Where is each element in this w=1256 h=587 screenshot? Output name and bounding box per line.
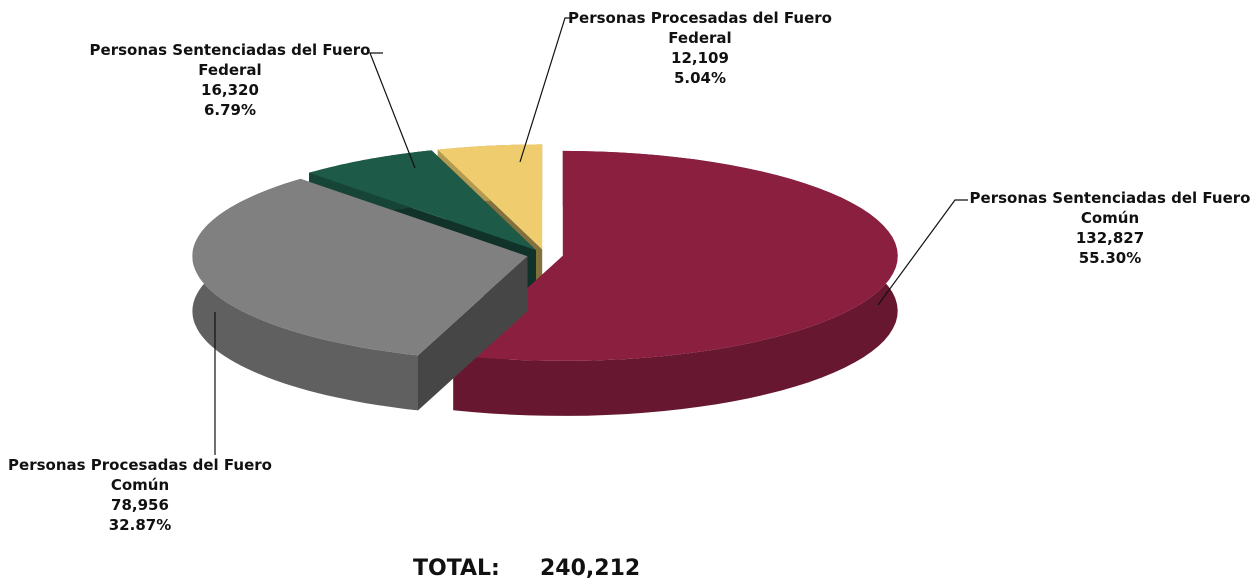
value-label: 78,956: [111, 496, 169, 514]
percentage-label: 32.87%: [108, 516, 172, 534]
slice-label: Personas Procesadas del Fuero Común 78,95…: [0, 455, 285, 535]
slice-label: Personas Sentenciadas del Fuero Federal 1…: [85, 40, 375, 120]
category-name: Personas Sentenciadas del Fuero Federal: [89, 41, 371, 79]
slice: [437, 144, 543, 250]
category-name: Personas Procesadas del Fuero Común: [8, 456, 272, 494]
category-name: Personas Sentenciadas del Fuero Común: [969, 189, 1251, 227]
category-name: Personas Procesadas del Fuero Federal: [568, 9, 832, 47]
value-label: 12,109: [671, 49, 729, 67]
total-value: 240,212: [540, 556, 641, 581]
leader-line: [877, 199, 968, 306]
slice: [192, 178, 528, 356]
percentage-label: 5.04%: [673, 69, 727, 87]
slice: [309, 150, 536, 251]
leader-line: [519, 17, 575, 163]
total-label: TOTAL:: [413, 556, 500, 581]
percentage-label: 6.79%: [203, 101, 257, 119]
value-label: 16,320: [201, 81, 259, 99]
slice-label: Personas Sentenciadas del Fuero Común 132…: [965, 188, 1255, 268]
slice-label: Personas Procesadas del Fuero Federal 12,…: [555, 8, 845, 88]
leader-line: [369, 52, 416, 169]
value-label: 132,827: [1075, 229, 1145, 247]
slice: [453, 150, 898, 361]
percentage-label: 55.30%: [1078, 249, 1142, 267]
